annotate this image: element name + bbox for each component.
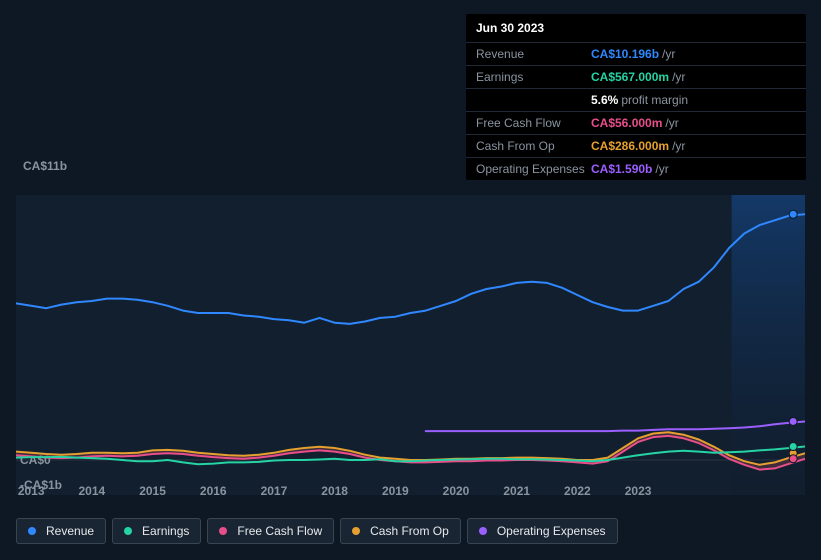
x-axis-labels: 2013 2014 2015 2016 2017 2018 2019 2020 2021 2022… [16,484,805,498]
x-axis-tick: 2019 [382,484,409,498]
legend-dot-icon [219,527,227,535]
legend-label: Revenue [46,524,94,538]
tooltip-row: Free Cash FlowCA$56.000m/yr [466,111,806,134]
tooltip-profit-margin: 5.6%profit margin [466,88,806,111]
tooltip-metric-label: Revenue [476,47,591,61]
chart-area: CA$0-CA$1b [16,195,805,500]
tooltip-metric-label: Cash From Op [476,139,591,153]
tooltip-metric-value: CA$286.000m [591,139,669,153]
tooltip-row: RevenueCA$10.196b/yr [466,42,806,65]
x-axis-tick: 2013 [18,484,45,498]
tooltip-metric-suffix: /yr [662,47,675,61]
legend-dot-icon [479,527,487,535]
x-axis-tick: 2015 [139,484,166,498]
legend-item-revenue[interactable]: Revenue [16,518,106,544]
tooltip-date: Jun 30 2023 [466,14,806,42]
line-chart: CA$0-CA$1b [16,195,805,495]
legend-dot-icon [352,527,360,535]
legend-dot-icon [124,527,132,535]
tooltip-metric-label: Earnings [476,70,591,84]
x-axis-tick: 2017 [261,484,288,498]
legend-item-earnings[interactable]: Earnings [112,518,201,544]
tooltip-metric-value: CA$56.000m [591,116,662,130]
x-axis-tick: 2018 [321,484,348,498]
x-axis-tick: 2016 [200,484,227,498]
tooltip-metric-label: Free Cash Flow [476,116,591,130]
tooltip-row: Operating ExpensesCA$1.590b/yr [466,157,806,180]
legend-label: Operating Expenses [497,524,606,538]
legend-label: Cash From Op [370,524,449,538]
legend-item-free-cash-flow[interactable]: Free Cash Flow [207,518,334,544]
legend-label: Earnings [142,524,189,538]
x-axis-tick: 2021 [503,484,530,498]
tooltip-card: Jun 30 2023 RevenueCA$10.196b/yrEarnings… [466,14,806,180]
x-axis-tick: 2020 [443,484,470,498]
x-axis-tick: 2014 [79,484,106,498]
tooltip-metric-suffix: /yr [672,70,685,84]
legend-item-operating-expenses[interactable]: Operating Expenses [467,518,618,544]
y-axis-max-label: CA$11b [23,159,67,173]
tooltip-row: EarningsCA$567.000m/yr [466,65,806,88]
legend-label: Free Cash Flow [237,524,322,538]
legend-item-cash-from-op[interactable]: Cash From Op [340,518,461,544]
legend: Revenue Earnings Free Cash Flow Cash From O… [16,518,618,544]
tooltip-metric-value: CA$10.196b [591,47,659,61]
x-axis-tick: 2022 [564,484,591,498]
tooltip-metric-label: Operating Expenses [476,162,591,176]
tooltip-metric-value: CA$1.590b [591,162,652,176]
tooltip-metric-suffix: /yr [665,116,678,130]
tooltip-row: Cash From OpCA$286.000m/yr [466,134,806,157]
tooltip-metric-suffix: /yr [655,162,668,176]
tooltip-metric-suffix: /yr [672,139,685,153]
x-axis-tick: 2023 [625,484,652,498]
tooltip-metric-value: CA$567.000m [591,70,669,84]
legend-dot-icon [28,527,36,535]
